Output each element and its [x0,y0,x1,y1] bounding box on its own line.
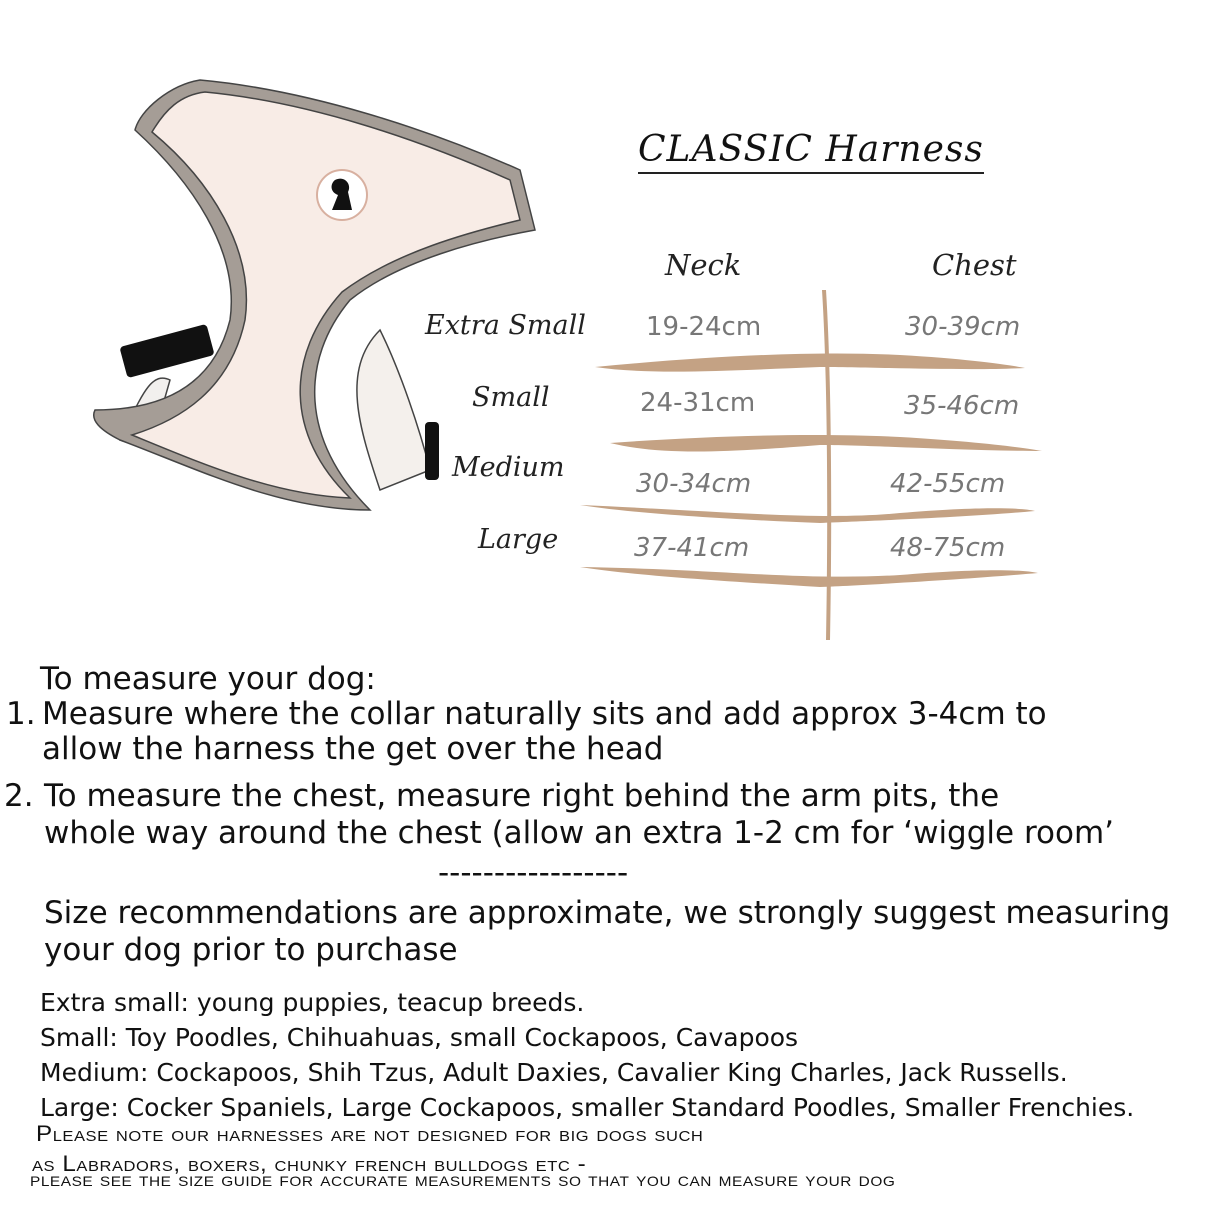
divider: ----------------- [438,855,629,891]
table-lines [580,290,1042,640]
page-title: CLASSIC Harness [638,128,984,174]
size-label-large: Large [478,524,559,555]
disclaimer-line-2: your dog prior to purchase [44,932,458,968]
chest-medium: 42-55cm [890,469,1006,499]
chest-extra-small: 30-39cm [905,312,1021,342]
instructions-heading: To measure your dog: [40,661,376,697]
neck-extra-small: 19-24cm [646,312,762,342]
step-2-line-1: To measure the chest, measure right behi… [44,778,1000,814]
note-line-1: Please note our harnesses are not design… [36,1121,704,1146]
step-1-line-1: Measure where the collar naturally sits … [42,696,1047,732]
chest-large: 48-75cm [890,533,1006,563]
step-2-line-2: whole way around the chest (allow an ext… [44,815,1114,851]
step-1-line-2: allow the harness the get over the head [42,731,664,767]
disclaimer-line-1: Size recommendations are approximate, we… [44,895,1171,931]
header-chest: Chest [932,248,1017,282]
size-label-extra-small: Extra Small [425,310,586,341]
note-line-2: as Labradors, boxers, chunky french bull… [32,1151,587,1176]
neck-large: 37-41cm [634,533,750,563]
size-label-medium: Medium [452,452,565,483]
breed-medium: Medium: Cockapoos, Shih Tzus, Adult Daxi… [40,1058,1068,1087]
step-1-number: 1. [6,696,36,732]
breed-small: Small: Toy Poodles, Chihuahuas, small Co… [40,1023,799,1052]
harness-illustration [93,79,536,511]
header-neck: Neck [665,248,742,282]
step-2-number: 2. [4,778,34,814]
chest-small: 35-46cm [904,391,1020,421]
note-line-3: please see the size guide for accurate m… [30,1169,896,1191]
neck-small: 24-31cm [640,388,756,418]
neck-medium: 30-34cm [636,469,752,499]
size-label-small: Small [472,382,550,413]
buckle-icon [120,324,214,378]
breed-large: Large: Cocker Spaniels, Large Cockapoos,… [40,1093,1135,1122]
breed-extra-small: Extra small: young puppies, teacup breed… [40,988,585,1017]
slider-icon [425,422,439,480]
